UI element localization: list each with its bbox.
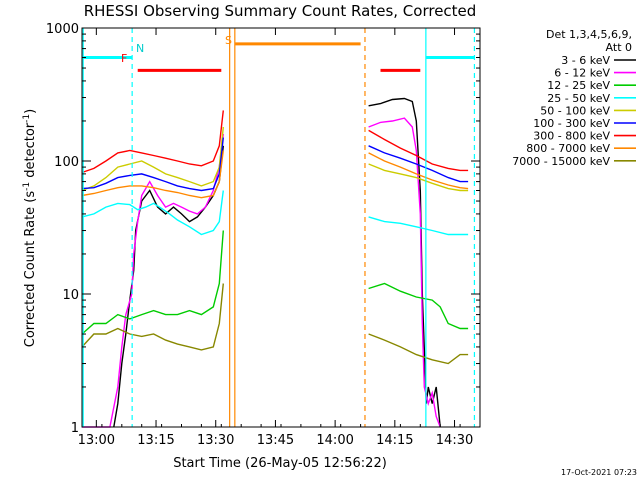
x-tick-label-2: 13:30 (197, 433, 234, 448)
y-axis-label-end: ) (23, 109, 38, 114)
series-line-3-seg-0 (81, 190, 224, 236)
y-axis-label: Corrected Count Rate (s-1 detector-1) (22, 109, 38, 347)
vertical-markers (82, 28, 476, 427)
x-tick-label-4: 14:00 (316, 433, 353, 448)
y-tick-label-2: 100 (54, 155, 79, 170)
series-line-0-seg-0 (113, 145, 224, 428)
flag-label-night: N (136, 42, 144, 55)
series-line-7-seg-0 (81, 150, 224, 199)
series-line-1-seg-1 (368, 117, 441, 428)
legend-entry-7: 800 - 7000 keV (526, 142, 610, 155)
y-tick-label-1: 10 (62, 288, 79, 303)
series-line-0-seg-1 (368, 97, 441, 428)
series-line-6-seg-1 (368, 129, 469, 172)
series-line-5-seg-1 (368, 145, 469, 183)
y-tick-label-0: 1 (71, 421, 79, 436)
series-line-5-seg-0 (81, 137, 224, 192)
legend-entry-1: 6 - 12 keV (554, 67, 610, 80)
series-line-2-seg-1 (368, 282, 469, 330)
series-line-7-seg-1 (368, 152, 469, 190)
x-tick-label-3: 13:45 (257, 433, 294, 448)
legend-entry-8: 7000 - 15000 keV (512, 155, 610, 168)
x-axis-label: Start Time (26-May-05 12:56:22) (173, 456, 387, 471)
y-tick-label-3: 1000 (46, 22, 79, 37)
series-line-6-seg-0 (81, 110, 224, 174)
footer-timestamp: 17-Oct-2021 07:23 (561, 468, 637, 477)
flag-bars (82, 42, 475, 72)
flag-label-fast: F (121, 52, 127, 65)
legend-entry-4: 50 - 100 keV (540, 104, 610, 117)
series-lines (81, 97, 469, 428)
legend-subtitle: Att 0 (606, 41, 632, 54)
series-line-8-seg-0 (81, 283, 224, 351)
x-tick-label-6: 14:30 (436, 433, 473, 448)
series-line-1-seg-0 (82, 133, 224, 428)
y-axis-label-sup2: -1 (22, 114, 32, 123)
series-line-8-seg-1 (368, 333, 469, 365)
x-tick-label-0: 13:00 (78, 433, 115, 448)
legend-title: Det 1,3,4,5,6,9, (546, 28, 632, 41)
flag-label-saa: S (225, 34, 232, 47)
y-axis-label-mid: detector (23, 122, 38, 182)
chart-title: RHESSI Observing Summary Count Rates, Co… (84, 2, 477, 20)
legend-entry-6: 300 - 800 keV (533, 130, 610, 143)
x-axis-ticks: 13:00 13:15 13:30 13:45 14:00 14:15 14:30 (78, 28, 481, 448)
y-axis-label-sup1: -1 (22, 182, 32, 191)
series-line-2-seg-0 (81, 230, 224, 335)
legend-entry-2: 12 - 25 keV (547, 79, 610, 92)
series-line-3-seg-1 (368, 216, 469, 236)
y-axis-label-main: Corrected Count Rate (s (23, 191, 38, 348)
legend-entry-0: 3 - 6 keV (561, 54, 610, 67)
y-axis-ticks: 1 10 100 1000 (46, 22, 480, 436)
x-tick-label-5: 14:15 (376, 433, 413, 448)
legend-entry-3: 25 - 50 keV (547, 92, 610, 105)
x-tick-label-1: 13:15 (137, 433, 174, 448)
series-line-4-seg-0 (81, 126, 224, 192)
series-line-4-seg-1 (368, 163, 469, 192)
legend-entry-5: 100 - 300 keV (533, 117, 610, 130)
